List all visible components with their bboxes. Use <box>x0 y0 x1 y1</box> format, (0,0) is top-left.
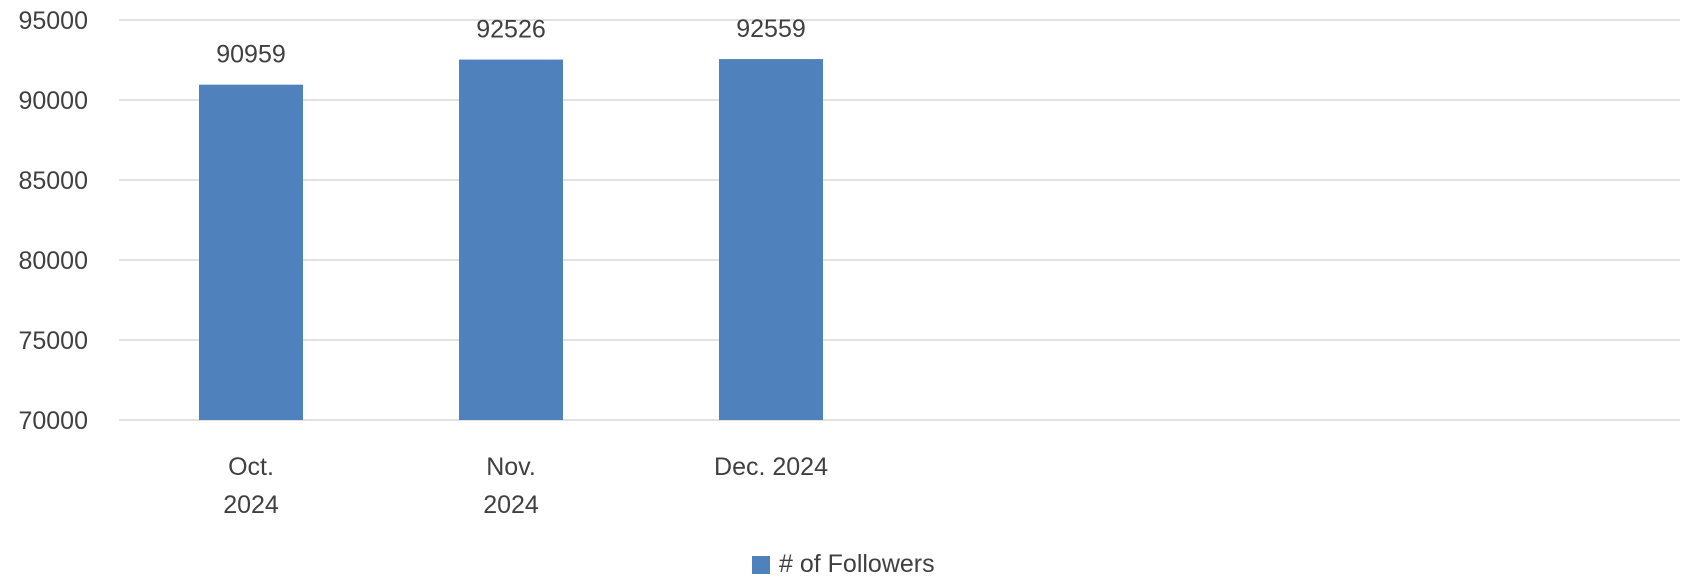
data-label: 92526 <box>476 16 546 44</box>
x-tick-label: Nov. <box>486 453 536 481</box>
legend-label: # of Followers <box>779 550 935 578</box>
legend: # of Followers <box>752 550 935 578</box>
gridlines <box>119 19 1680 421</box>
data-labels: 90959 92526 92559 <box>216 15 806 69</box>
x-tick-label: Oct. <box>228 453 274 481</box>
y-tick-label: 95000 <box>18 7 88 35</box>
x-tick-label: 2024 <box>223 491 279 519</box>
x-tick-label: Dec. 2024 <box>714 453 828 481</box>
y-tick-label: 90000 <box>18 87 88 115</box>
bars <box>199 59 823 421</box>
data-label: 90959 <box>216 41 286 69</box>
y-axis-ticks: 70000 75000 80000 85000 90000 95000 <box>18 7 88 435</box>
y-tick-label: 75000 <box>18 327 88 355</box>
bar <box>459 59 563 421</box>
x-axis-ticks: Oct. 2024 Nov. 2024 Dec. 2024 <box>223 453 828 519</box>
x-tick-label: 2024 <box>483 491 539 519</box>
y-tick-label: 70000 <box>18 407 88 435</box>
legend-swatch <box>752 556 770 574</box>
data-label: 92559 <box>736 15 806 43</box>
bar <box>199 84 303 420</box>
bar <box>719 59 823 420</box>
y-tick-label: 85000 <box>18 167 88 195</box>
y-tick-label: 80000 <box>18 247 88 275</box>
